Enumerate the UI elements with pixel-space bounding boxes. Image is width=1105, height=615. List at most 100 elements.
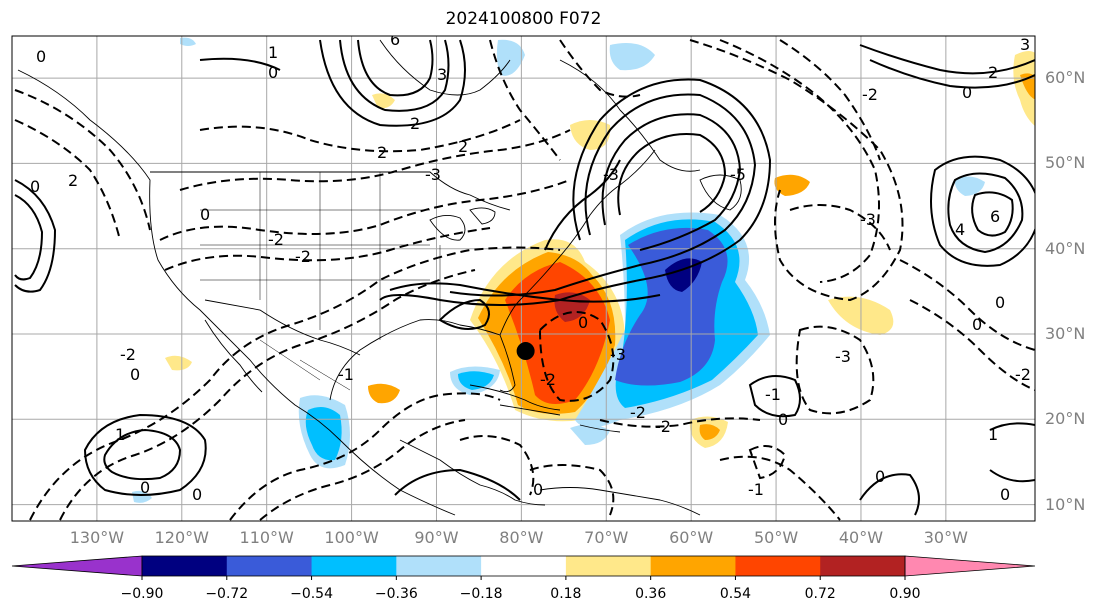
- colorbar-segment: [396, 556, 482, 576]
- contour-label: 6: [390, 30, 400, 49]
- anomaly-patch: [609, 42, 655, 71]
- contour-solid: [971, 191, 1014, 237]
- contour-label: -3: [835, 347, 851, 366]
- longitude-label: 50°W: [753, 528, 799, 547]
- contour-solid: [449, 93, 757, 297]
- contour-label: -2: [540, 370, 556, 389]
- contour-label: 0: [36, 47, 46, 66]
- great-lakes: [429, 207, 496, 241]
- contour-solid: [394, 468, 521, 501]
- contour-label: 0: [130, 365, 140, 384]
- contour-label: 2: [68, 171, 78, 190]
- contour-labels: 2 2 0 1 6 3 0 2 0 0 -2 -2 -3 2 -2 0 -1 -…: [30, 30, 1031, 504]
- anomaly-patch: [165, 355, 192, 371]
- colorbar-segment: [226, 556, 313, 576]
- longitude-label: 130°W: [69, 528, 125, 547]
- us-east-coast: [499, 149, 656, 336]
- contour-label: 2: [458, 137, 468, 156]
- contour-label: -3: [425, 165, 441, 184]
- contour-label: 0: [875, 467, 885, 486]
- coastlines: [17, 39, 742, 516]
- contour-label: 0: [268, 63, 278, 82]
- south-america-coast: [539, 487, 701, 516]
- map-title: 2024100800 F072: [445, 9, 602, 29]
- contour-label: -2: [655, 417, 671, 436]
- contour-dashed: [899, 259, 1035, 351]
- contour-solid: [319, 39, 466, 127]
- anomaly-patch: [180, 37, 196, 46]
- contour-dashed: [719, 455, 841, 521]
- contour-solid: [859, 473, 920, 516]
- anomaly-patch: [458, 371, 494, 390]
- newfoundland-coast: [699, 174, 742, 211]
- colorbar: [11, 555, 1036, 580]
- mexico-inner-lines: [259, 339, 351, 391]
- contour-dashed: [14, 119, 121, 241]
- caribbean-islands: [499, 404, 621, 433]
- contour-label: 1: [988, 425, 998, 444]
- baja-california-coast: [204, 319, 263, 393]
- longitude-label: 120°W: [154, 528, 209, 547]
- contour-label: 0: [1000, 485, 1010, 504]
- map-frame: [11, 35, 1036, 522]
- colorbar-segment: [142, 556, 228, 576]
- contour-label: 6: [990, 207, 1000, 226]
- contour-label: 4: [955, 220, 965, 239]
- longitude-label: 40°W: [838, 528, 884, 547]
- contour-solid: [748, 375, 801, 418]
- contour-label: 2: [988, 63, 998, 82]
- contour-dashed: [748, 445, 787, 480]
- contour-label: 1: [268, 43, 278, 62]
- contour-dashed: [59, 269, 476, 521]
- markers: [516, 342, 535, 361]
- contour-solid: [83, 413, 207, 496]
- cuba-coast: [469, 384, 561, 411]
- contour-solid: [947, 172, 1024, 254]
- storm-center-marker: [516, 342, 535, 361]
- contour-dashed: [795, 325, 875, 415]
- contour-dashed: [689, 39, 904, 302]
- contour-solid: [930, 155, 1035, 267]
- contour-dashed: [909, 299, 1035, 391]
- anomaly-patch: [305, 406, 342, 461]
- contour-dashed: [538, 311, 615, 402]
- contour-dashed: [719, 39, 880, 283]
- colorbar-tick-label: 0.72: [804, 586, 836, 602]
- contour-label: 0: [995, 293, 1005, 312]
- anomaly-patch: [1013, 51, 1035, 127]
- contour-solid: [438, 298, 490, 330]
- contour-label: -2: [862, 85, 878, 104]
- contour-solid: [14, 194, 44, 281]
- colorbar-tick-label: 0.18: [550, 586, 582, 602]
- contour-label: -2: [120, 345, 136, 364]
- north-america-west-coast: [17, 69, 456, 516]
- anomaly-patch: [368, 383, 400, 404]
- contour-solid: [601, 113, 742, 251]
- canada-us-border: [150, 171, 511, 211]
- longitude-label: 80°W: [499, 528, 544, 547]
- anomaly-patch: [954, 176, 985, 196]
- colorbar-tick-label: 0.90: [889, 586, 921, 602]
- contour-lines: [14, 39, 1035, 521]
- contour-solid: [357, 39, 434, 97]
- us-state-lines: [200, 172, 441, 340]
- longitude-label: 60°W: [669, 528, 714, 547]
- latitude-label: 10°N: [1045, 494, 1086, 514]
- contour-solid: [859, 44, 1035, 75]
- latitude-label: 50°N: [1045, 153, 1086, 173]
- contour-label: -1: [748, 480, 764, 499]
- contour-label: -3: [860, 210, 876, 229]
- contour-dashed: [529, 464, 615, 516]
- colorbar-segment: [735, 556, 821, 576]
- contour-label: -2: [268, 230, 284, 249]
- contour-dashed: [489, 39, 561, 161]
- contour-label: 3: [437, 65, 447, 84]
- contour-solid: [389, 282, 661, 303]
- contour-dashed: [779, 39, 881, 161]
- contour-label: 0: [972, 315, 982, 334]
- contour-solid: [14, 179, 57, 293]
- colorbar-segment: [311, 556, 397, 576]
- longitude-label: 90°W: [414, 528, 459, 547]
- colorbar-extend-high: [904, 555, 1036, 577]
- contour-label: -1: [338, 365, 354, 384]
